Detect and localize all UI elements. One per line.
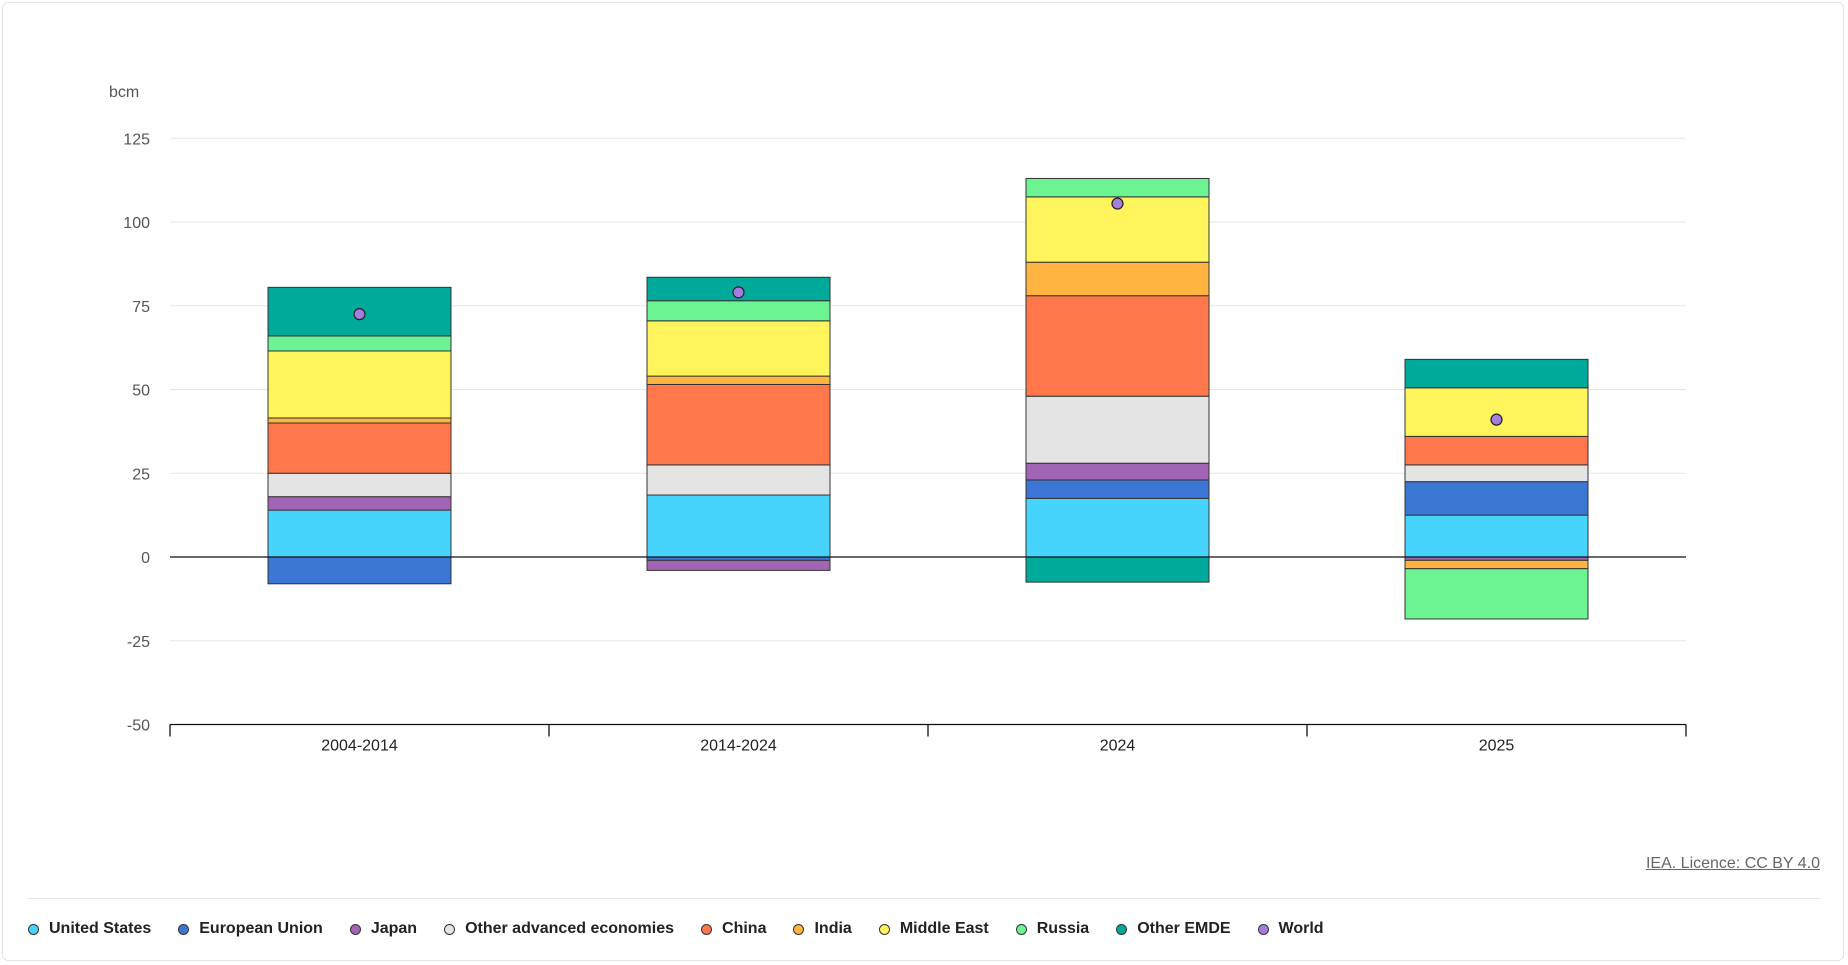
x-tick-label: 2024 (1100, 738, 1136, 755)
legend-item[interactable]: European Union (178, 920, 323, 938)
x-tick-label: 2025 (1479, 738, 1515, 755)
bar-segment (1025, 395, 1210, 464)
bar-segment (646, 375, 831, 385)
legend-item[interactable]: Russia (1015, 920, 1090, 938)
legend-item[interactable]: China (701, 920, 766, 938)
bar-segment (267, 509, 452, 558)
bar-segment (267, 472, 452, 498)
legend-label: Middle East (899, 920, 989, 937)
licence-link[interactable]: IEA. Licence: CC BY 4.0 (1645, 855, 1820, 872)
bar-segment (1404, 358, 1589, 389)
bar-segment (1025, 497, 1210, 558)
legend-swatch (793, 923, 805, 935)
bar-segment (1025, 462, 1210, 481)
legend-swatch (444, 923, 456, 935)
legend-label: European Union (199, 920, 323, 937)
legend: United States European Union Japan Other ad… (28, 920, 1351, 938)
legend-swatch (349, 923, 361, 935)
bar-segment (267, 335, 452, 352)
bar-segment (1025, 556, 1210, 583)
legend-item[interactable]: Other advanced economies (444, 920, 674, 938)
legend-swatch (178, 923, 190, 935)
bar-segment (267, 350, 452, 419)
bar-segment (1025, 479, 1210, 499)
y-tick-label: -25 (127, 634, 150, 651)
y-tick-label: 25 (132, 466, 150, 483)
legend-swatch (878, 923, 890, 935)
legend-item[interactable]: Other EMDE (1116, 920, 1231, 938)
legend-label: Other EMDE (1137, 920, 1231, 937)
world-marker (1111, 197, 1124, 210)
legend-item[interactable]: India (793, 920, 852, 938)
bar-segment (267, 496, 452, 511)
bar-segment (646, 320, 831, 377)
bar-segment (1404, 435, 1589, 466)
bar-segment (646, 464, 831, 496)
legend-swatch (701, 923, 713, 935)
bar-segment (646, 300, 831, 322)
bar-segment (267, 422, 452, 474)
legend-label: World (1278, 920, 1324, 937)
bar-segment (1025, 295, 1210, 397)
legend-swatch (1015, 923, 1027, 935)
bar-segment (1025, 177, 1210, 198)
legend-item[interactable]: Middle East (878, 920, 989, 938)
bar-segment (1404, 387, 1589, 437)
world-marker (1490, 413, 1503, 426)
y-tick-label: 50 (132, 383, 150, 400)
legend-label: Russia (1036, 920, 1090, 937)
y-tick-label: -50 (127, 718, 150, 735)
legend-divider (28, 898, 1820, 899)
bar-segment (646, 559, 831, 571)
bar-segment (1404, 464, 1589, 483)
y-tick-label: 75 (132, 299, 150, 316)
y-tick-label: 125 (123, 131, 150, 148)
bar-segment (1404, 481, 1589, 516)
legend-label: Japan (370, 920, 418, 937)
legend-label: India (814, 920, 852, 937)
bar-segment (1025, 261, 1210, 297)
legend-swatch (1257, 923, 1269, 935)
bar-segment (646, 383, 831, 466)
bar-segment (1404, 568, 1589, 620)
legend-item[interactable]: United States (28, 920, 151, 938)
x-tick-label: 2004-2014 (321, 738, 398, 755)
x-tick-label: 2014-2024 (700, 738, 777, 755)
world-marker (732, 286, 745, 299)
bar-segment (267, 556, 452, 585)
bar-segment (1404, 514, 1589, 558)
bar-segment (267, 417, 452, 424)
legend-swatch (28, 923, 39, 935)
legend-label: Other advanced economies (465, 920, 675, 937)
bar-segment (1404, 559, 1589, 570)
legend-label: China (722, 920, 767, 937)
y-tick-label: 0 (141, 550, 150, 567)
legend-item[interactable]: Japan (349, 920, 418, 938)
legend-label: United States (49, 920, 152, 937)
y-tick-label: 100 (123, 215, 150, 232)
y-axis-unit-label: bcm (109, 84, 139, 101)
legend-swatch (1116, 923, 1128, 935)
bar-segment (646, 494, 831, 558)
legend-item[interactable]: World (1257, 920, 1324, 938)
world-marker (353, 308, 366, 321)
